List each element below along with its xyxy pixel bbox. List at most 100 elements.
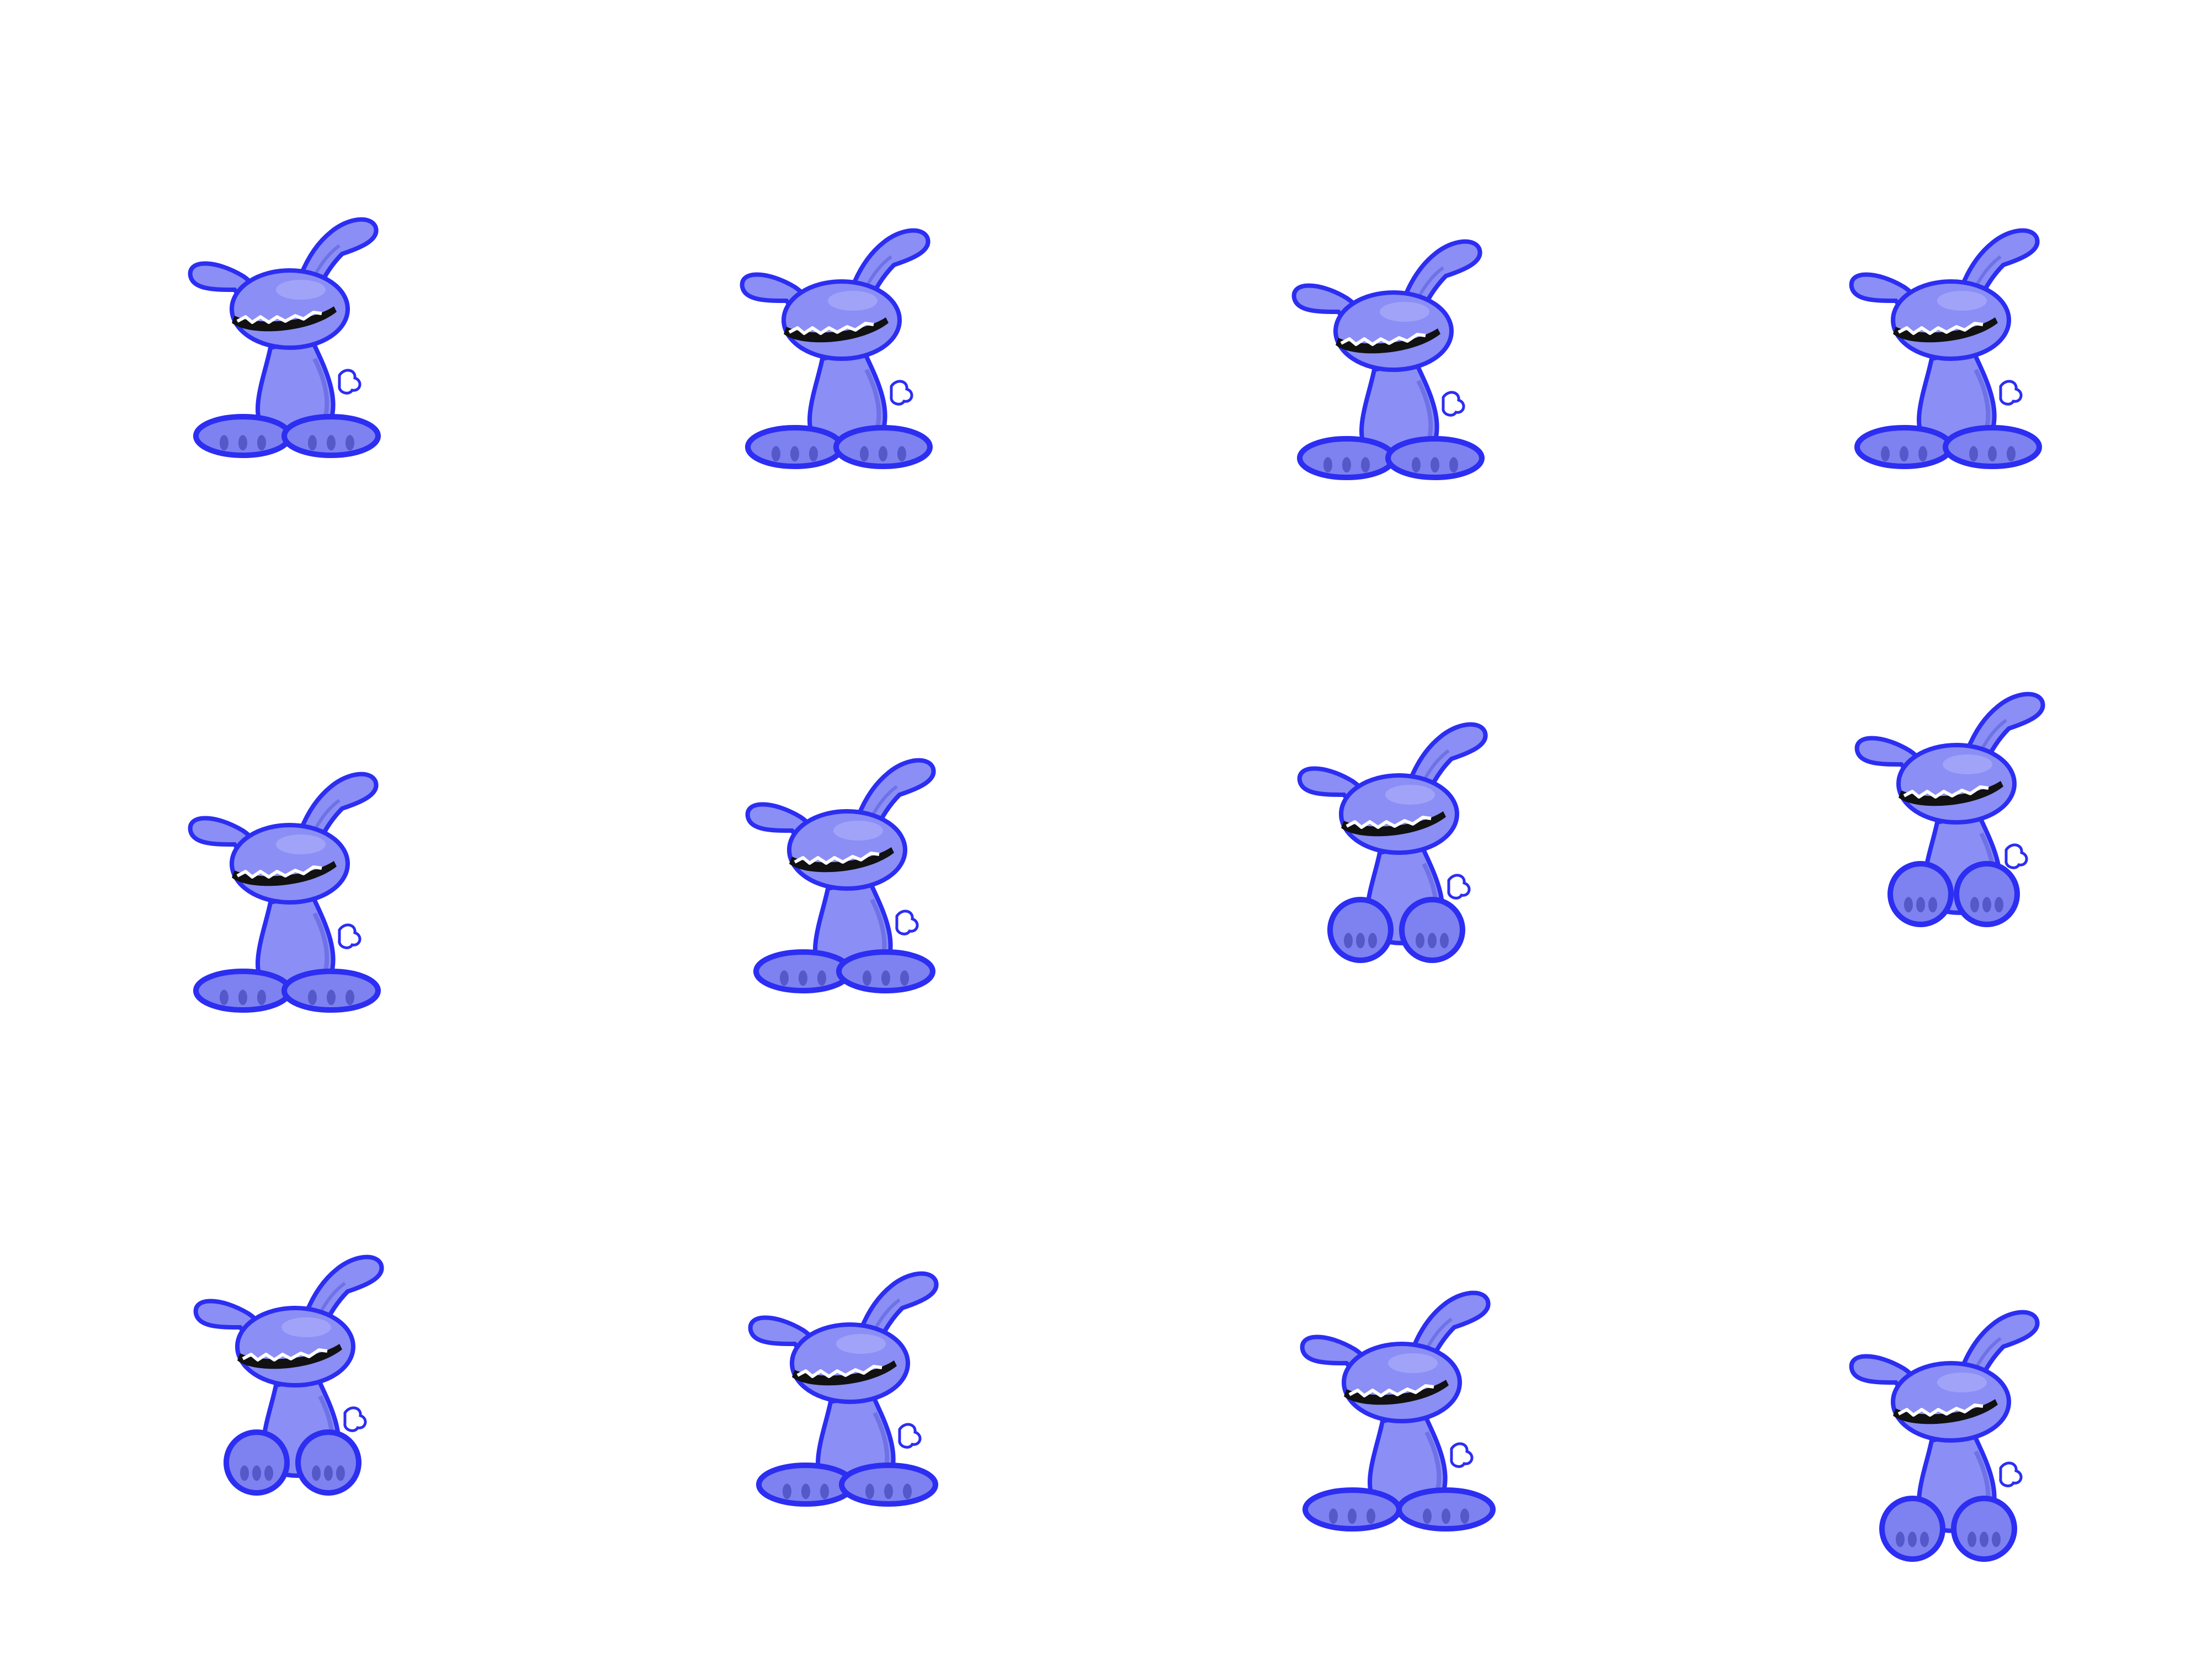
mouth (1336, 328, 1440, 354)
rabbit-icon (1849, 228, 2042, 469)
rabbit-sprite-frame (182, 748, 392, 1013)
toe-pad (1881, 446, 1890, 462)
toe-pad (264, 1465, 273, 1481)
toe-pad (345, 435, 354, 451)
toe-pad (900, 970, 909, 986)
rabbit-sprite-frame (734, 204, 944, 469)
toe-pad (783, 1483, 791, 1500)
left-foot (1327, 897, 1394, 963)
rabbit-icon (748, 1271, 939, 1507)
tail (338, 923, 361, 949)
toe-pad (1908, 1532, 1917, 1548)
toe-pad (1356, 933, 1365, 949)
teeth (1897, 1403, 1984, 1417)
toe-pad (799, 970, 807, 986)
rabbit-icon (740, 228, 933, 469)
toe-pad (308, 990, 317, 1006)
mouth (232, 306, 337, 332)
tail (338, 369, 361, 395)
mouth (784, 317, 889, 343)
right-foot (1954, 861, 2020, 927)
left-foot (1879, 1496, 1945, 1562)
toe-pad (1904, 897, 1913, 913)
toe-pad (1329, 1508, 1338, 1524)
toe-pad (1348, 1508, 1357, 1524)
toe-pad (1920, 1532, 1929, 1548)
tail (2004, 843, 2028, 869)
toe-pad (1900, 446, 1908, 462)
toe-pad (1442, 1508, 1450, 1524)
tail (1999, 1461, 2023, 1487)
tail (1447, 874, 1471, 900)
toe-pad (817, 970, 826, 986)
toe-pad (1428, 933, 1437, 949)
right-foot (1399, 897, 1465, 963)
toe-pad (327, 435, 336, 451)
teeth (1346, 816, 1432, 829)
rabbit-sprite-frame (1843, 204, 2053, 469)
mouth (1341, 811, 1446, 837)
toe-pad (801, 1483, 810, 1500)
toe-pad (1968, 1532, 1976, 1548)
rabbit-sprite-frame (740, 734, 949, 999)
toe-pad (863, 970, 871, 986)
toe-pad (324, 1465, 333, 1481)
right-foot (1951, 1496, 2017, 1562)
mouth (232, 861, 337, 886)
toe-pad (879, 446, 887, 462)
teeth (794, 852, 880, 865)
rabbit-icon (1300, 1290, 1496, 1532)
toe-pad (1916, 897, 1925, 913)
toe-pad (1928, 897, 1937, 913)
teeth (242, 1348, 328, 1362)
left-foot (224, 1429, 290, 1496)
left-foot (1887, 861, 1954, 927)
rabbit-sprite-frame (1849, 668, 2059, 933)
toe-pad (1896, 1532, 1905, 1548)
toe-pad (220, 435, 228, 451)
rabbit-sprite-frame (1843, 1286, 2053, 1562)
teeth (236, 311, 322, 324)
toe-pad (1431, 457, 1439, 473)
toe-pad (1361, 457, 1370, 473)
toe-pad (1449, 457, 1458, 473)
toe-pad (1366, 1508, 1375, 1524)
toe-pad (881, 970, 890, 986)
toe-pad (1323, 457, 1332, 473)
rabbit-sprite-frame (1286, 215, 1496, 480)
rabbit-sprite-frame (188, 1231, 397, 1496)
toe-pad (220, 990, 228, 1006)
mouth (1899, 781, 2003, 806)
toe-pad (897, 446, 906, 462)
toe-pad (252, 1465, 261, 1481)
toe-pad (1982, 897, 1991, 913)
toe-pad (2007, 446, 2016, 462)
rabbit-icon (1854, 692, 2045, 927)
toe-pad (257, 435, 266, 451)
rabbit-sprite-frame (742, 1247, 952, 1512)
toe-pad (780, 970, 789, 986)
teeth (796, 1365, 882, 1378)
toe-pad (809, 446, 818, 462)
toe-pad (1980, 1532, 1988, 1548)
toe-pad (327, 990, 336, 1006)
rabbit-icon (1291, 239, 1485, 480)
toe-pad (1412, 457, 1421, 473)
toe-pad (240, 1465, 249, 1481)
mouth (1344, 1380, 1449, 1405)
toe-pad (1416, 933, 1424, 949)
mouth (1893, 1399, 1998, 1424)
rabbit-sprite-frame (1294, 1267, 1504, 1532)
mouth (792, 1360, 897, 1386)
rabbit-icon (1849, 1310, 2040, 1562)
tail (890, 380, 913, 406)
tail (1450, 1442, 1474, 1468)
tail (343, 1406, 367, 1432)
toe-pad (1344, 933, 1353, 949)
tail (895, 910, 919, 935)
toe-pad (1995, 897, 2003, 913)
toe-pad (312, 1465, 321, 1481)
toe-pad (1969, 446, 1978, 462)
rabbit-sprite-frame (182, 193, 392, 458)
